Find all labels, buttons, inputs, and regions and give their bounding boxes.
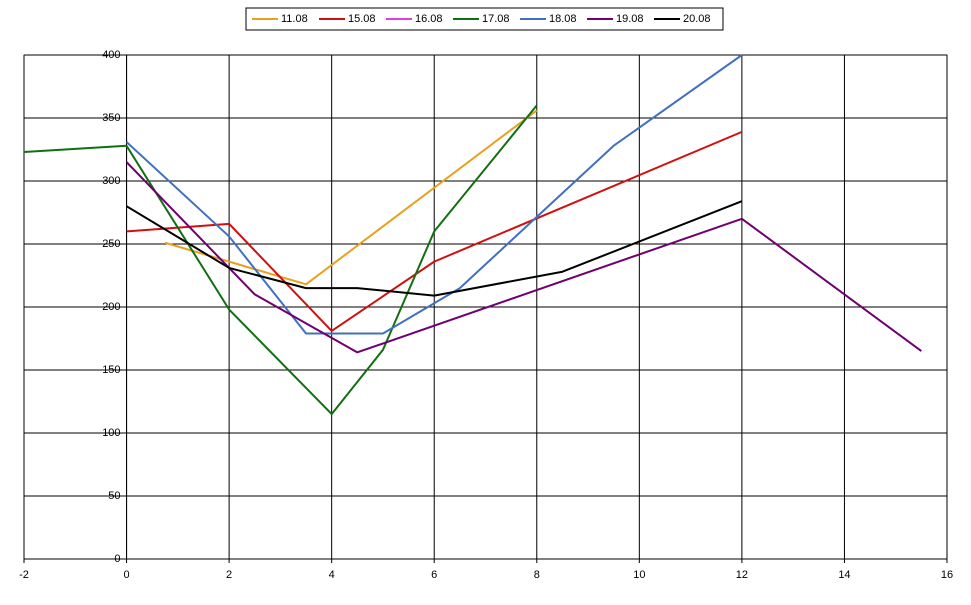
legend-label: 11.08 — [281, 13, 308, 25]
x-tick-label: 4 — [329, 569, 335, 581]
x-tick-label: 2 — [226, 569, 232, 581]
line — [126, 130, 743, 332]
legend-box — [245, 7, 724, 31]
x-tick-label: 0 — [123, 569, 129, 581]
legend-label: 17.08 — [482, 13, 510, 25]
y-tick-label: 200 — [102, 301, 120, 313]
x-tick-label: 6 — [431, 569, 437, 581]
y-tick-label: 400 — [102, 49, 120, 61]
x-tick-label: 10 — [633, 569, 645, 581]
line — [164, 109, 538, 286]
line — [23, 104, 538, 416]
y-tick-label: 300 — [102, 175, 120, 187]
y-tick-label: 150 — [102, 364, 120, 376]
x-tick-label: 14 — [838, 569, 850, 581]
line — [125, 161, 922, 354]
legend-label: 19.08 — [616, 13, 644, 25]
line — [126, 200, 743, 297]
x-tick-label: -2 — [19, 569, 29, 581]
x-tick-label: 12 — [736, 569, 748, 581]
x-tick-label: 8 — [534, 569, 540, 581]
y-tick-label: 250 — [102, 238, 120, 250]
y-tick-label: 100 — [102, 427, 120, 439]
x-tick-label: 16 — [941, 569, 953, 581]
legend-label: 15.08 — [348, 13, 376, 25]
legend-label: 16.08 — [415, 13, 443, 25]
legend-label: 18.08 — [549, 13, 577, 25]
y-tick-label: 50 — [108, 490, 120, 502]
legend-label: 20.08 — [683, 13, 711, 25]
line — [125, 54, 743, 335]
y-tick-label: 350 — [102, 112, 120, 124]
